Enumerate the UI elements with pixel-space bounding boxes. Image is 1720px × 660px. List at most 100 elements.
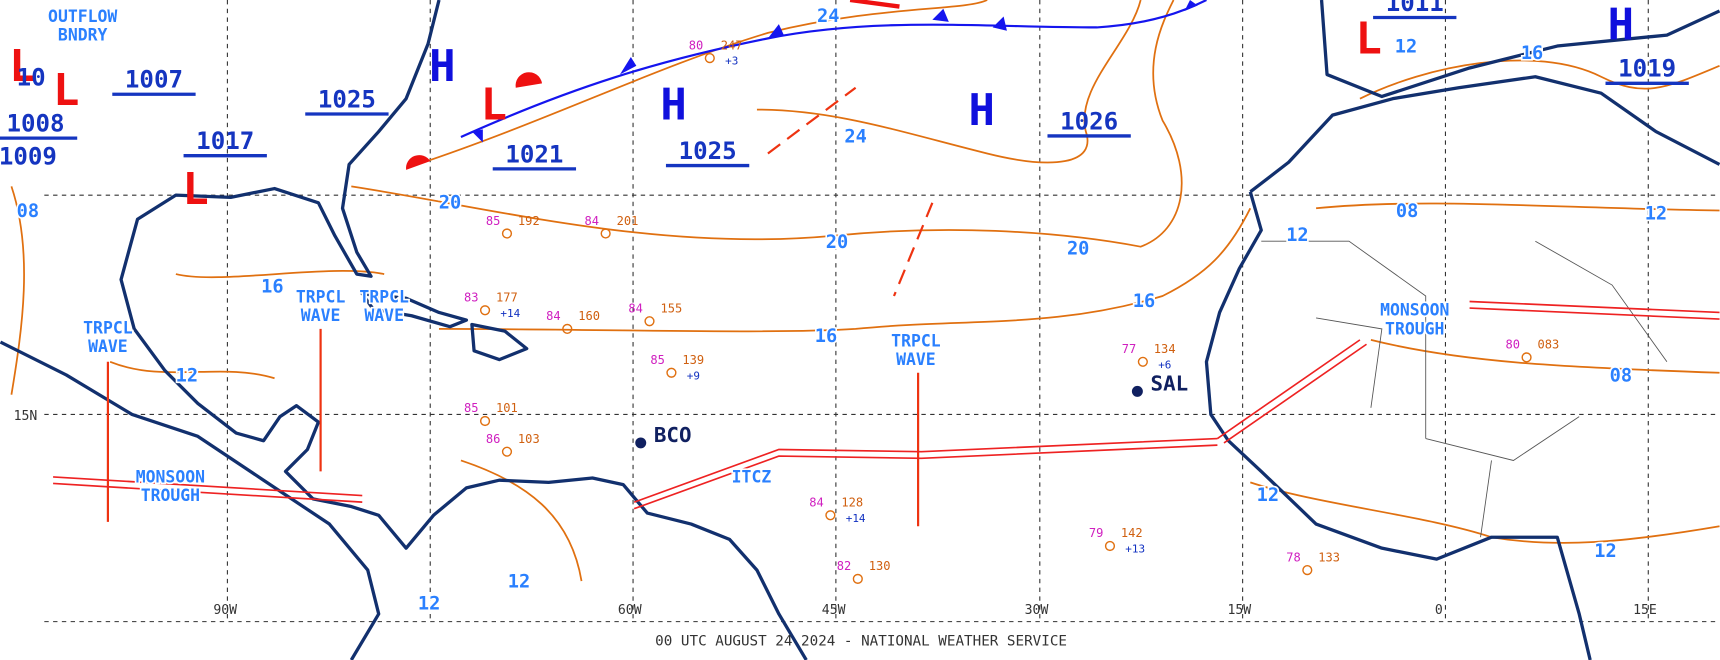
station-marker [562, 323, 573, 335]
pressure-value: 1011 [1386, 0, 1444, 17]
station-temperature: 84 [585, 214, 600, 228]
feature-label: TRPCL WAVE [891, 331, 941, 369]
station-marker [704, 53, 715, 64]
station-marker [1137, 356, 1148, 367]
pressure-center-symbol: L [53, 65, 79, 116]
isobar-label: 16 [1133, 291, 1155, 312]
station-tendency: +3 [725, 55, 738, 68]
station-temperature: 77 [1122, 342, 1137, 356]
station-marker [852, 573, 863, 584]
station-temperature: 78 [1286, 550, 1301, 564]
pressure-value: 1008 [7, 110, 65, 138]
isobar-label: 20 [1067, 238, 1089, 259]
feature-label: TRPCL WAVE [296, 288, 346, 326]
isobar-label: 12 [1286, 225, 1308, 246]
station-tendency: +14 [846, 512, 866, 525]
tropical-waves [106, 86, 934, 527]
isobar-label: 08 [1396, 201, 1418, 222]
station-temperature: 86 [486, 432, 501, 446]
isobar-label: 24 [844, 127, 866, 148]
isobar-label: 12 [418, 594, 440, 615]
station-temperature: 84 [809, 496, 824, 510]
isobar-label: 12 [1594, 541, 1616, 562]
station-temperature: 83 [464, 290, 479, 304]
pressure-value: 1009 [0, 142, 57, 170]
pressure-center-symbol: L [9, 41, 35, 92]
station-dot [1131, 385, 1143, 397]
feature-label: MONSOON TROUGH [1380, 301, 1449, 339]
fronts [406, 0, 1207, 170]
station-pressure: 128 [841, 496, 863, 510]
station-temperature: 82 [837, 559, 852, 573]
isobar-label: 08 [1610, 366, 1632, 387]
station-temperature: 85 [650, 353, 665, 367]
station-marker [1104, 540, 1116, 552]
pressure-center-symbol: H [968, 85, 994, 136]
station-pressure: 192 [518, 214, 540, 228]
station-marker [825, 510, 836, 521]
station-pressure: 130 [869, 559, 891, 573]
longitude-label: 45W [822, 603, 846, 618]
station-marker [1521, 352, 1532, 363]
station-marker [479, 305, 491, 316]
longitude-label: 15E [1633, 603, 1657, 618]
pressure-value: 1026 [1060, 107, 1118, 135]
isobar-label: 12 [176, 366, 198, 387]
pressure-value: 1021 [505, 140, 563, 168]
longitude-label: 15W [1227, 603, 1251, 618]
isobar-label: 20 [826, 232, 848, 253]
station-pressure: 139 [682, 353, 704, 367]
isobar-label: 16 [815, 326, 837, 347]
pressure-center-symbol: L [1356, 14, 1382, 65]
station-marker [1302, 565, 1313, 576]
latitude-label: 15N [14, 409, 38, 424]
pressure-center-symbol: H [1608, 0, 1634, 50]
pressure-value: 1025 [318, 85, 376, 113]
station-pressure: 134 [1154, 342, 1176, 356]
isobar-label: 20 [439, 192, 461, 213]
station-pressure: 247 [721, 38, 743, 52]
isobar-label: 08 [17, 201, 39, 222]
isobar-label: 12 [1645, 203, 1667, 224]
feature-label: OUTFLOW BNDRY [48, 7, 117, 45]
longitude-label: 60W [618, 603, 642, 618]
station-pressure: 160 [578, 309, 600, 323]
station-temperature: 84 [546, 309, 561, 323]
isobar-label: 24 [817, 6, 839, 27]
feature-label: TRPCL WAVE [83, 318, 133, 356]
pressure-center-symbol: L [481, 80, 507, 131]
troughs [53, 300, 1720, 510]
pressure-center-symbol: H [429, 41, 455, 92]
feature-label: TRPCL WAVE [359, 288, 409, 326]
feature-label: ITCZ [732, 467, 772, 486]
pressure-center-symbol: H [660, 80, 686, 131]
station-pressure: 155 [660, 301, 682, 315]
isobar-label: 16 [261, 277, 283, 298]
station-tendency: +6 [1158, 358, 1171, 371]
station-temperature: 80 [689, 38, 704, 52]
pressure-value: 1007 [125, 66, 183, 94]
station-tendency: +13 [1125, 543, 1145, 556]
station-marker [666, 367, 677, 378]
station-pressure: 177 [496, 290, 518, 304]
isobar-label: 12 [1395, 37, 1417, 58]
station-tendency: +14 [500, 307, 520, 320]
station-pressure: 083 [1538, 338, 1560, 352]
longitude-label: 0 [1435, 603, 1443, 618]
longitude-label: 30W [1025, 603, 1049, 618]
station-dot [635, 437, 647, 449]
station-marker [479, 415, 491, 427]
station-temperature: 85 [486, 214, 501, 228]
footer: 00 UTC AUGUST 24 2024 - NATIONAL WEATHER… [655, 634, 1067, 650]
station-temperature: 85 [464, 401, 479, 415]
isobar-label: 12 [1257, 485, 1279, 506]
station-pressure: 142 [1121, 526, 1143, 540]
station-marker [644, 316, 655, 327]
station-tendency: +9 [687, 369, 700, 382]
station-temperature: 80 [1505, 338, 1520, 352]
station-marker [501, 228, 513, 239]
station-pressure: 101 [496, 401, 518, 415]
